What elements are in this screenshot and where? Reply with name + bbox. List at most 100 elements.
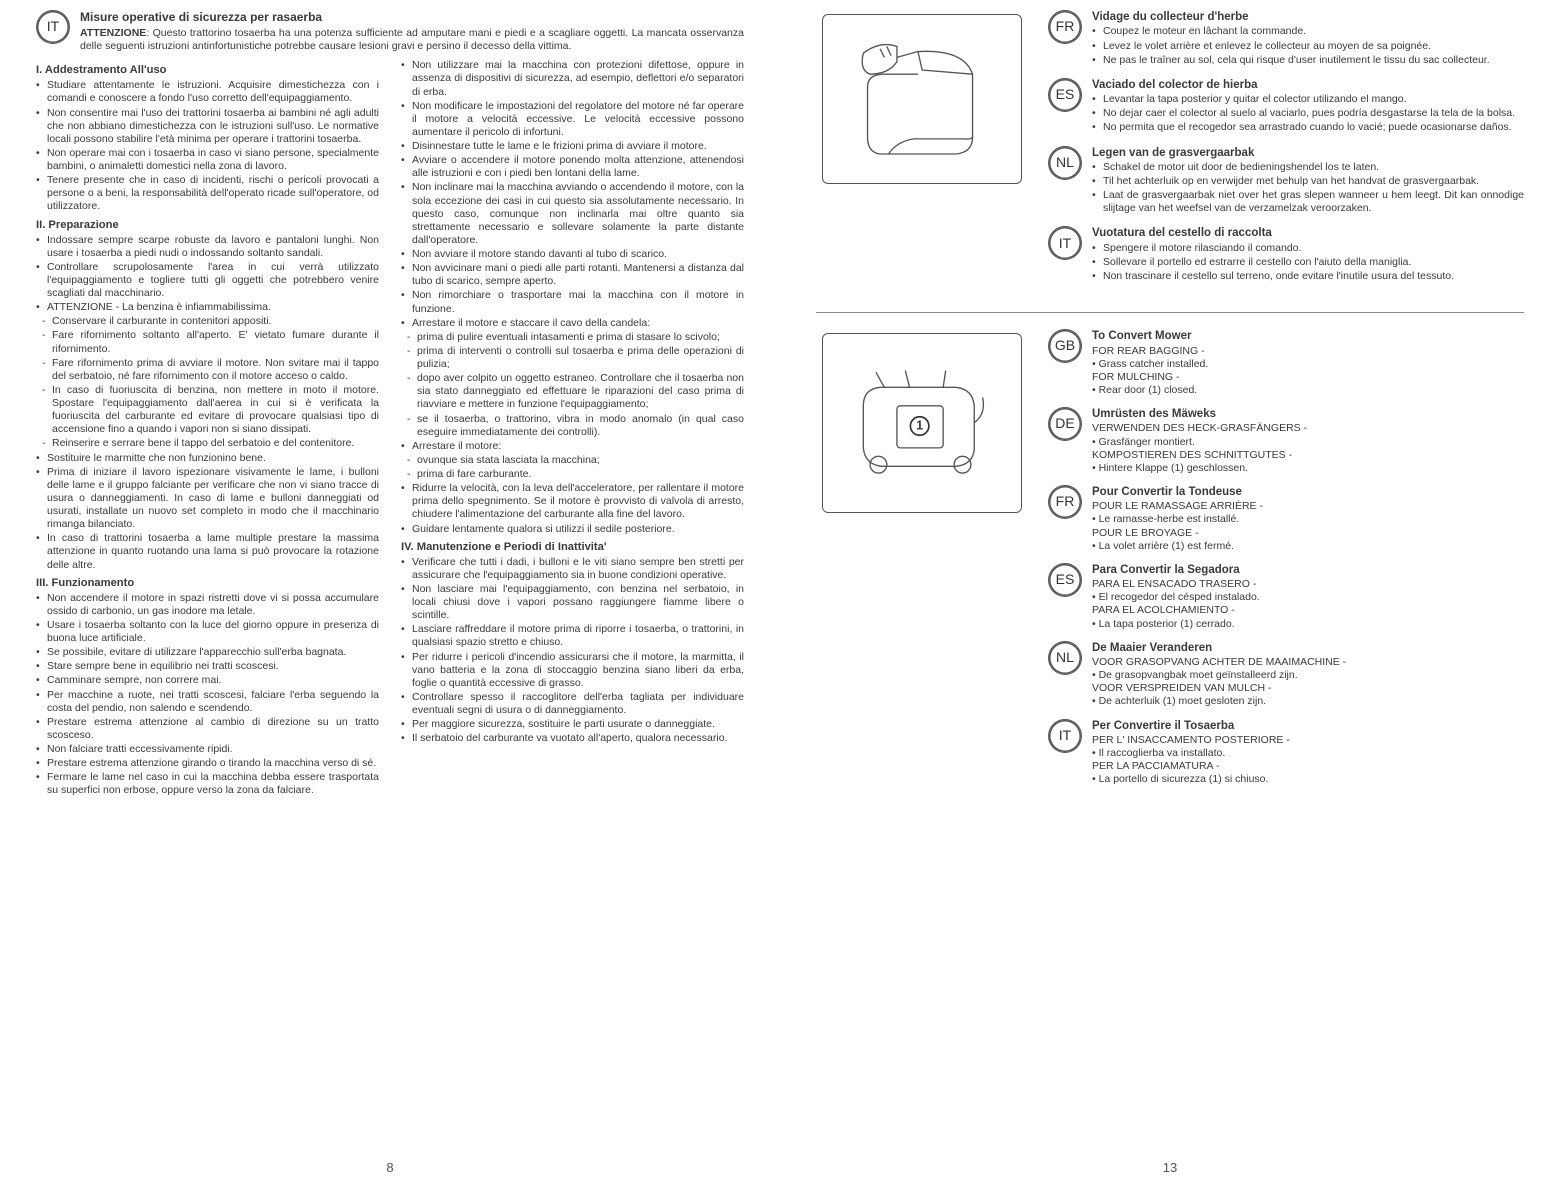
lang-line: VOOR GRASOPVANG ACHTER DE MAAIMACHINE -	[1092, 656, 1524, 669]
right-column: Non utilizzare mai la macchina con prote…	[401, 59, 744, 798]
list-item: Coupez le moteur en lâchant la commande.	[1092, 25, 1524, 38]
page-number-right: 13	[1163, 1160, 1177, 1176]
lang-line: PARA EL ACOLCHAMIENTO -	[1092, 604, 1524, 617]
list-item: dopo aver colpito un oggetto estraneo. C…	[407, 372, 744, 411]
list-item: Usare i tosaerba soltanto con la luce de…	[36, 619, 379, 645]
lang-line: • El recogedor del césped instalado.	[1092, 591, 1524, 604]
list-item: In caso di trattorini tosaerba a lame mu…	[36, 532, 379, 571]
left-column: I. Addestramento All'uso Studiare attent…	[36, 59, 379, 798]
list-item: Fare rifornimento soltanto all'aperto. E…	[42, 329, 379, 355]
list-item: Per ridurre i pericoli d'incendio assicu…	[401, 651, 744, 690]
right-dash-1: prima di pulire eventuali intasamenti e …	[401, 331, 744, 439]
warn-label: ATTENZIONE	[80, 27, 146, 39]
lang-badge: FR	[1048, 10, 1082, 44]
warning-line: ATTENZIONE: Questo trattorino tosaerba h…	[80, 27, 744, 53]
list-item: Schakel de motor uit door de bedieningsh…	[1092, 161, 1524, 174]
lang-title: Para Convertir la Segadora	[1092, 563, 1524, 577]
list-item: Ne pas le traîner au sol, cela qui risqu…	[1092, 54, 1524, 67]
list-item: Non lasciare mai l'equipaggiamento, con …	[401, 583, 744, 622]
lang-line: VOOR VERSPREIDEN VAN MULCH -	[1092, 682, 1524, 695]
right-list-2: Arrestare il motore:	[401, 440, 744, 453]
header-title: Misure operative di sicurezza per rasaer…	[80, 10, 744, 25]
list-item: Non trascinare il cestello sul terreno, …	[1092, 270, 1524, 283]
lang-badge: DE	[1048, 407, 1082, 441]
section-3-head: III. Funzionamento	[36, 576, 379, 590]
lang-line: • De achterluik (1) moet gesloten zijn.	[1092, 695, 1524, 708]
lang-title: Legen van de grasvergaarbak	[1092, 146, 1524, 160]
lang-block: DE Umrüsten des MäweksVERWENDEN DES HECK-…	[1048, 407, 1524, 475]
lang-block: ESPara Convertir la SegadoraPARA EL ENSA…	[1048, 563, 1524, 631]
section-4-list: Verificare che tutti i dadi, i bulloni e…	[401, 556, 744, 746]
lang-line: • Hintere Klappe (1) geschlossen.	[1092, 462, 1524, 475]
lang-title: Per Convertire il Tosaerba	[1092, 719, 1524, 733]
lang-line: POUR LE RAMASSAGE ARRIÈRE -	[1092, 500, 1524, 513]
list-item: Non inclinare mai la macchina avviando o…	[401, 181, 744, 247]
section-1-list: Studiare attentamente le istruzioni. Acq…	[36, 79, 379, 213]
list-item: Prestare estrema attenzione girando o ti…	[36, 757, 379, 770]
top-section: FR Vidage du collecteur d'herbeCoupez le …	[816, 10, 1524, 294]
lang-block: ESVaciado del colector de hierbaLevantar…	[1048, 78, 1524, 136]
list-item: Reinserire e serrare bene il tappo del s…	[42, 437, 379, 450]
list-item: Non operare mai con i tosaerba in caso v…	[36, 147, 379, 173]
list-item: Non accendere il motore in spazi ristret…	[36, 592, 379, 618]
lang-title: To Convert Mower	[1092, 329, 1524, 343]
top-lang-blocks: FR Vidage du collecteur d'herbeCoupez le …	[1048, 10, 1524, 294]
lang-line: FOR MULCHING -	[1092, 371, 1524, 384]
list-item: Fermare le lame nel caso in cui la macch…	[36, 771, 379, 797]
bottom-section: 1 GBTo Convert MowerFOR REAR BAGGING -• …	[816, 329, 1524, 796]
list-item: Per macchine a ruote, nei tratti scosces…	[36, 689, 379, 715]
section-1-head: I. Addestramento All'uso	[36, 63, 379, 77]
lang-line: PER LA PACCIAMATURA -	[1092, 760, 1524, 773]
lang-line: • Le ramasse-herbe est installé.	[1092, 513, 1524, 526]
lang-block: ITPer Convertire il TosaerbaPER L' INSAC…	[1048, 719, 1524, 787]
list-item: prima di fare carburante.	[407, 468, 744, 481]
lang-title: Vuotatura del cestello di raccolta	[1092, 226, 1524, 240]
list-item: Il serbatoio del carburante va vuotato a…	[401, 732, 744, 745]
list-item: No permita que el recogedor sea arrastra…	[1092, 121, 1524, 134]
lang-line: KOMPOSTIEREN DES SCHNITTGUTES -	[1092, 449, 1524, 462]
lang-line: FOR REAR BAGGING -	[1092, 345, 1524, 358]
lang-content: Umrüsten des MäweksVERWENDEN DES HECK-GR…	[1092, 407, 1524, 475]
list-item: Verificare che tutti i dadi, i bulloni e…	[401, 556, 744, 582]
bag-illustration-icon	[838, 28, 1006, 171]
lang-content: Para Convertir la SegadoraPARA EL ENSACA…	[1092, 563, 1524, 631]
lang-badge: FR	[1048, 485, 1082, 519]
lang-block: FR Pour Convertir la TondeusePOUR LE RAMA…	[1048, 485, 1524, 553]
page-number-left: 8	[386, 1160, 393, 1176]
lang-line: • La tapa posterior (1) cerrado.	[1092, 618, 1524, 631]
list-item: Prestare estrema attenzione al cambio di…	[36, 716, 379, 742]
list-item: Til het achterluik op en verwijder met b…	[1092, 175, 1524, 188]
right-list-1: Non utilizzare mai la macchina con prote…	[401, 59, 744, 330]
lang-list: Levantar la tapa posterior y quitar el c…	[1092, 93, 1524, 134]
section-2-list-b: Sostituire le marmitte che non funzionin…	[36, 452, 379, 572]
list-item: Non rimorchiare o trasportare mai la mac…	[401, 289, 744, 315]
lang-line: POUR LE BROYAGE -	[1092, 527, 1524, 540]
list-item: Sollevare il portello ed estrarre il ces…	[1092, 256, 1524, 269]
lang-block: FR Vidage du collecteur d'herbeCoupez le …	[1048, 10, 1524, 68]
lang-badge: NL	[1048, 146, 1082, 180]
lang-block: IT Vuotatura del cestello di raccolta Spen…	[1048, 226, 1524, 284]
lang-content: Pour Convertir la TondeusePOUR LE RAMASS…	[1092, 485, 1524, 553]
lang-content: Vuotatura del cestello di raccolta Spenge…	[1092, 226, 1524, 284]
lang-title: Vaciado del colector de hierba	[1092, 78, 1524, 92]
header-text: Misure operative di sicurezza per rasaer…	[80, 10, 744, 53]
lang-line: • Grass catcher installed.	[1092, 358, 1524, 371]
list-item: Non utilizzare mai la macchina con prote…	[401, 59, 744, 98]
list-item: Controllare scrupolosamente l'area in cu…	[36, 261, 379, 300]
list-item: Guidare lentamente qualora si utilizzi i…	[401, 523, 744, 536]
callout-1: 1	[909, 416, 929, 436]
list-item: No dejar caer el colector al suelo al va…	[1092, 107, 1524, 120]
lang-badge: GB	[1048, 329, 1082, 363]
lang-list: Spengere il motore rilasciando il comand…	[1092, 242, 1524, 283]
list-item: ovunque sia stata lasciata la macchina;	[407, 454, 744, 467]
list-item: Arrestare il motore e staccare il cavo d…	[401, 317, 744, 330]
lang-content: Vaciado del colector de hierbaLevantar l…	[1092, 78, 1524, 136]
lang-list: Schakel de motor uit door de bedieningsh…	[1092, 161, 1524, 216]
lang-badge: IT	[1048, 226, 1082, 260]
lang-list: Coupez le moteur en lâchant la commande.…	[1092, 25, 1524, 66]
lang-title: De Maaier Veranderen	[1092, 641, 1524, 655]
lang-content: Vidage du collecteur d'herbeCoupez le mo…	[1092, 10, 1524, 68]
lang-block: GB To Convert Mower FOR REAR BAGGING -• Gr…	[1048, 329, 1524, 397]
lang-line: • Grasfänger montiert.	[1092, 436, 1524, 449]
lang-content: Legen van de grasvergaarbakSchakel de mo…	[1092, 146, 1524, 217]
